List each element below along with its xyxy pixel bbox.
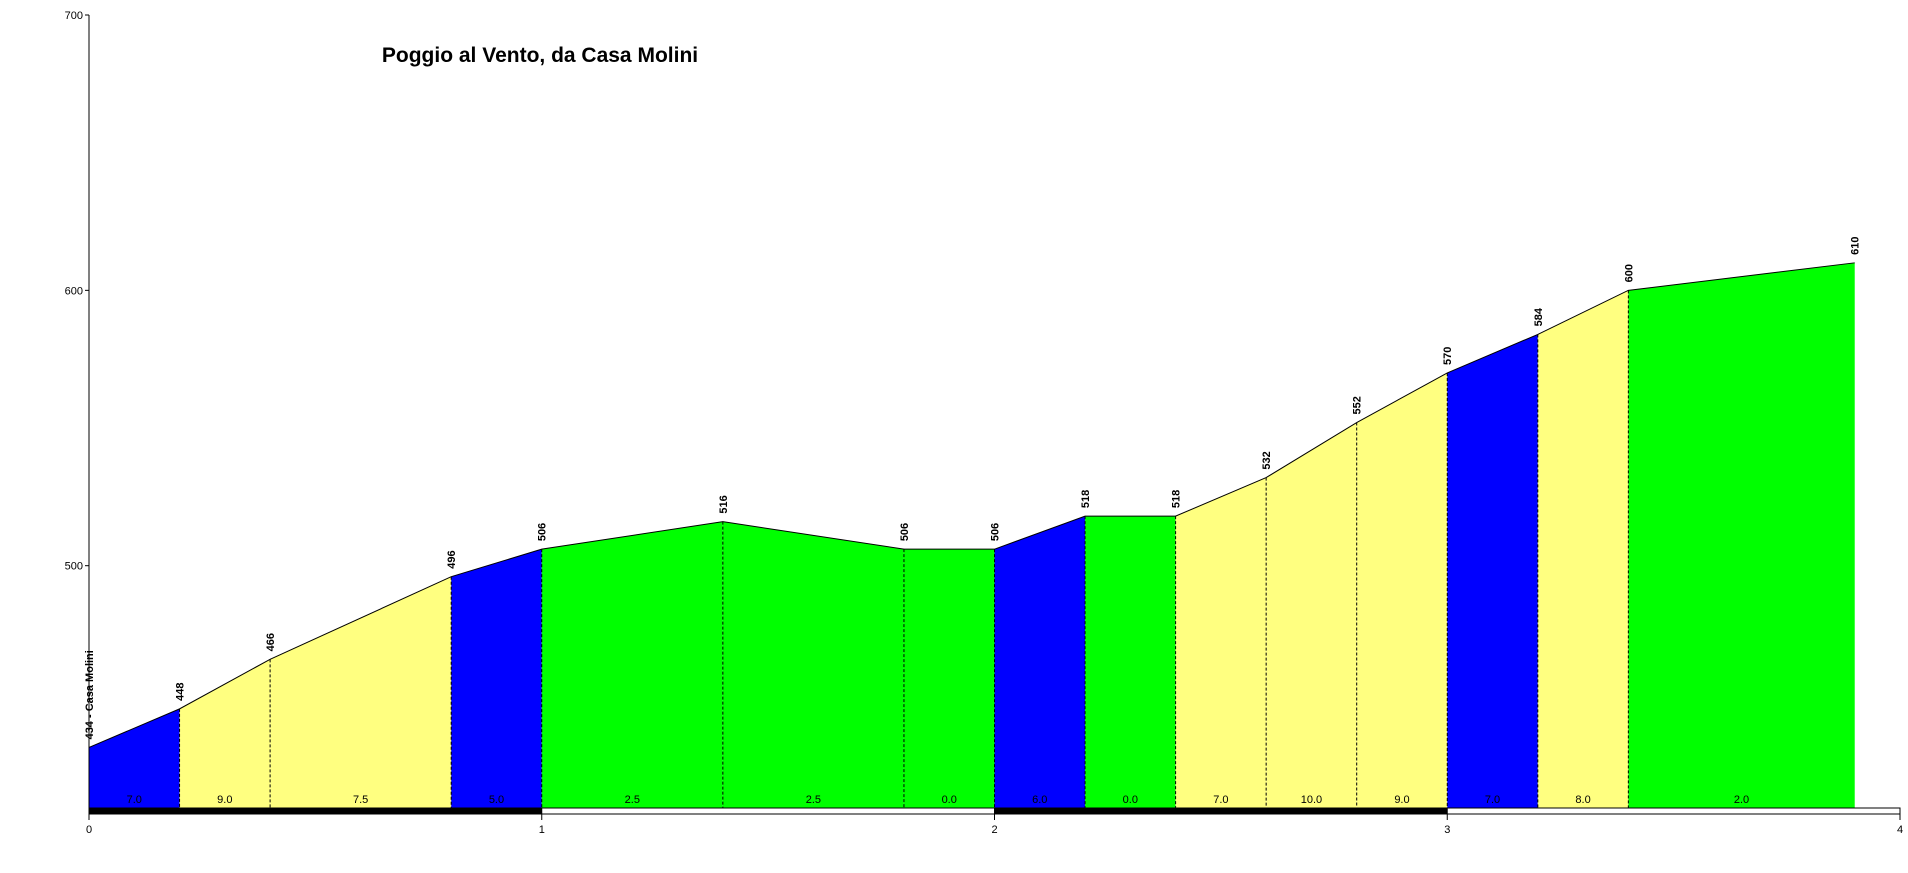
gradient-label: 10.0 [1301, 794, 1322, 806]
segment [1356, 372, 1448, 808]
segment [1628, 262, 1855, 808]
scale-bar [541, 807, 995, 815]
x-tick-label: 0 [86, 824, 92, 836]
segment [541, 521, 723, 808]
segment [1266, 422, 1357, 808]
segment [903, 549, 995, 808]
scale-bar [994, 807, 1448, 815]
gradient-label: 5.0 [489, 794, 504, 806]
elevation-label: 448 [175, 683, 187, 701]
segment [179, 659, 271, 808]
segment [270, 576, 452, 808]
gradient-label: 8.0 [1575, 794, 1590, 806]
scale-bar [1446, 807, 1901, 815]
gradient-label: 7.0 [1213, 794, 1228, 806]
gradient-label: 0.0 [1123, 794, 1138, 806]
elevation-label: 552 [1352, 396, 1364, 414]
elevation-label: 516 [718, 495, 730, 513]
gradient-label: 9.0 [1394, 794, 1409, 806]
elevation-label: 570 [1442, 347, 1454, 365]
elevation-label: 518 [1171, 490, 1183, 508]
elevation-label: 600 [1623, 264, 1635, 282]
elevation-label: 466 [265, 633, 277, 651]
segment [1175, 477, 1267, 808]
y-tick-label: 700 [65, 10, 83, 22]
gradient-label: 2.0 [1734, 794, 1749, 806]
segment [722, 521, 904, 808]
gradient-label: 0.0 [942, 794, 957, 806]
x-tick-label: 4 [1897, 824, 1903, 836]
x-tick-label: 3 [1444, 824, 1450, 836]
y-tick-label: 500 [65, 561, 83, 573]
gradient-label: 7.0 [1485, 794, 1500, 806]
y-tick-label: 600 [65, 285, 83, 297]
profile-line [88, 262, 1855, 748]
gradient-label: 9.0 [217, 794, 232, 806]
gradient-label: 7.0 [127, 794, 142, 806]
segment [994, 516, 1086, 808]
gradient-label: 7.5 [353, 794, 368, 806]
elevation-label: 496 [446, 550, 458, 568]
elevation-label: 506 [899, 523, 911, 541]
segment [1537, 290, 1629, 808]
elevation-label: 610 [1850, 236, 1862, 254]
gradient-label: 2.5 [806, 794, 821, 806]
elevation-label: 532 [1261, 451, 1273, 469]
elevation-label: 434 - Casa Molini [84, 650, 96, 739]
elevation-label: 518 [1080, 490, 1092, 508]
elevation-label: 506 [990, 523, 1002, 541]
gradient-label: 6.0 [1032, 794, 1047, 806]
segment [1447, 334, 1538, 808]
elevation-label: 584 [1533, 307, 1545, 326]
segment [89, 708, 180, 808]
chart-title: Poggio al Vento, da Casa Molini [382, 44, 698, 67]
elevation-label: 506 [537, 523, 549, 541]
gradient-label: 2.5 [625, 794, 640, 806]
scale-bar [88, 807, 543, 815]
x-tick-label: 2 [991, 824, 997, 836]
segment [1085, 516, 1176, 808]
x-tick-label: 1 [539, 824, 545, 836]
segment [451, 549, 542, 808]
